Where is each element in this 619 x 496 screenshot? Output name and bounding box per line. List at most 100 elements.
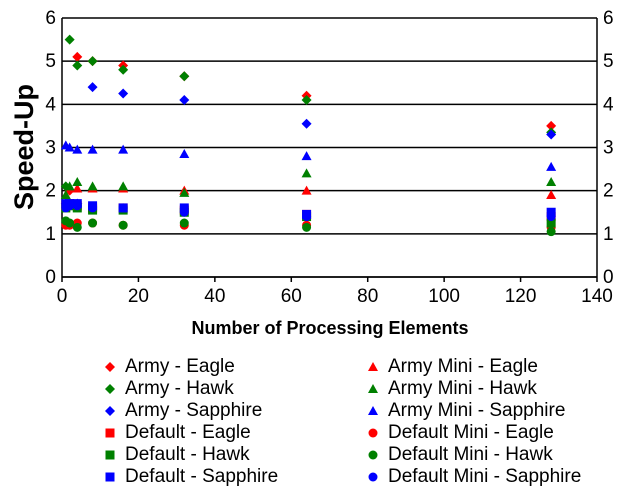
legend-marker-shape — [368, 450, 378, 460]
legend-item: Default - Sapphire — [103, 466, 278, 488]
data-point — [87, 144, 98, 154]
data-point — [546, 161, 557, 171]
y-tick-label: 3 — [45, 138, 56, 159]
legend-marker-diamond — [105, 384, 115, 394]
legend-item: Army Mini - Sapphire — [366, 400, 565, 422]
y-tick-label: 6 — [45, 8, 56, 29]
legend-label: Default - Hawk — [125, 444, 250, 465]
data-point — [179, 207, 189, 217]
legend-marker-triangle — [368, 362, 378, 371]
legend-marker-circle — [368, 428, 378, 438]
legend-label: Default - Eagle — [125, 422, 251, 443]
legend-label: Default - Sapphire — [125, 466, 279, 487]
legend-marker-circle — [368, 450, 378, 460]
data-point — [72, 144, 83, 154]
data-point — [87, 181, 98, 191]
chart-legend: Army - Eagle Army - Hawk Army - Sapphire De… — [0, 356, 619, 496]
axes — [61, 18, 598, 282]
y2-tick-label: 5 — [603, 51, 614, 72]
data-point — [301, 185, 312, 195]
legend-item: Default - Eagle — [103, 422, 251, 444]
data-point — [179, 218, 189, 228]
data-point — [88, 203, 98, 213]
data-point — [118, 64, 129, 75]
data-point — [546, 177, 557, 187]
legend-marker-shape — [368, 406, 378, 415]
series-army-mini-sapphire — [60, 140, 557, 171]
data-point — [60, 189, 71, 199]
data-point — [179, 71, 190, 82]
legend-marker-diamond — [105, 362, 115, 372]
legend-item: Default Mini - Hawk — [366, 444, 553, 466]
y-tick-label: 1 — [45, 224, 56, 245]
legend-label: Army - Hawk — [125, 378, 234, 399]
x-tick-label: 40 — [204, 286, 225, 307]
data-point — [301, 118, 312, 129]
legend-label: Army Mini - Eagle — [388, 356, 538, 377]
data-point — [118, 144, 129, 154]
data-point — [179, 95, 190, 106]
data-point — [546, 120, 557, 131]
data-point — [64, 142, 75, 152]
legend-item: Default - Hawk — [103, 444, 250, 466]
legend-item: Default Mini - Sapphire — [366, 466, 581, 488]
y2-tick-label: 2 — [603, 181, 614, 202]
data-point — [72, 183, 83, 193]
y2-tick-label: 4 — [603, 94, 614, 115]
legend-item: Army Mini - Eagle — [366, 356, 538, 378]
legend-marker-shape — [105, 362, 115, 372]
y-tick-label: 2 — [45, 181, 56, 202]
data-point — [118, 203, 128, 213]
data-point — [72, 222, 82, 232]
legend-marker-shape — [368, 362, 378, 371]
data-point — [64, 34, 75, 45]
series-army-mini-hawk — [60, 168, 557, 199]
legend-marker-shape — [368, 472, 378, 482]
x-axis-label: Number of Processing Elements — [191, 318, 468, 338]
x-tick-label: 120 — [505, 286, 537, 307]
y-tick-label: 0 — [45, 267, 56, 288]
x-axis-tick-labels: 0 20 40 60 80 100 120 140 — [57, 286, 613, 307]
y-tick-label: 4 — [45, 94, 56, 115]
legend-label: Default Mini - Hawk — [388, 444, 553, 465]
data-point — [88, 218, 98, 228]
legend-marker-square — [105, 450, 115, 460]
data-point — [301, 95, 312, 106]
series-default-mini-hawk — [61, 216, 556, 237]
x-tick-label: 140 — [581, 286, 613, 307]
legend-marker-square — [105, 472, 115, 482]
data-point — [87, 82, 98, 93]
legend-marker-shape — [105, 406, 115, 416]
legend-marker-shape — [368, 428, 378, 438]
legend-item: Army - Hawk — [103, 378, 234, 400]
legend-marker-square — [105, 428, 115, 438]
data-point — [72, 51, 83, 62]
gridlines — [62, 17, 597, 278]
data-point — [118, 181, 129, 191]
legend-marker-shape — [368, 384, 378, 393]
x-tick-label: 100 — [428, 286, 460, 307]
data-point — [301, 168, 312, 178]
legend-marker-diamond — [105, 406, 115, 416]
x-tick-label: 0 — [57, 286, 68, 307]
series-army-hawk — [60, 34, 557, 192]
data-points — [60, 34, 557, 237]
legend-item: Army - Eagle — [103, 356, 235, 378]
data-point — [72, 177, 83, 187]
data-point — [302, 212, 312, 222]
legend-label: Default Mini - Eagle — [388, 422, 554, 443]
data-point — [64, 181, 75, 191]
data-point — [546, 227, 556, 237]
data-point — [118, 88, 129, 99]
y-axis-tick-labels: 0 1 2 3 4 5 6 — [45, 8, 56, 288]
legend-label: Default Mini - Sapphire — [388, 466, 582, 487]
y2-tick-label: 1 — [603, 224, 614, 245]
x-tick-label: 80 — [357, 286, 378, 307]
y-tick-label: 5 — [45, 51, 56, 72]
legend-marker-triangle — [368, 384, 378, 393]
data-point — [546, 129, 557, 140]
legend-label: Army - Sapphire — [125, 400, 263, 421]
legend-label: Army Mini - Hawk — [388, 378, 537, 399]
data-point — [179, 148, 190, 158]
y2-tick-label: 6 — [603, 8, 614, 29]
